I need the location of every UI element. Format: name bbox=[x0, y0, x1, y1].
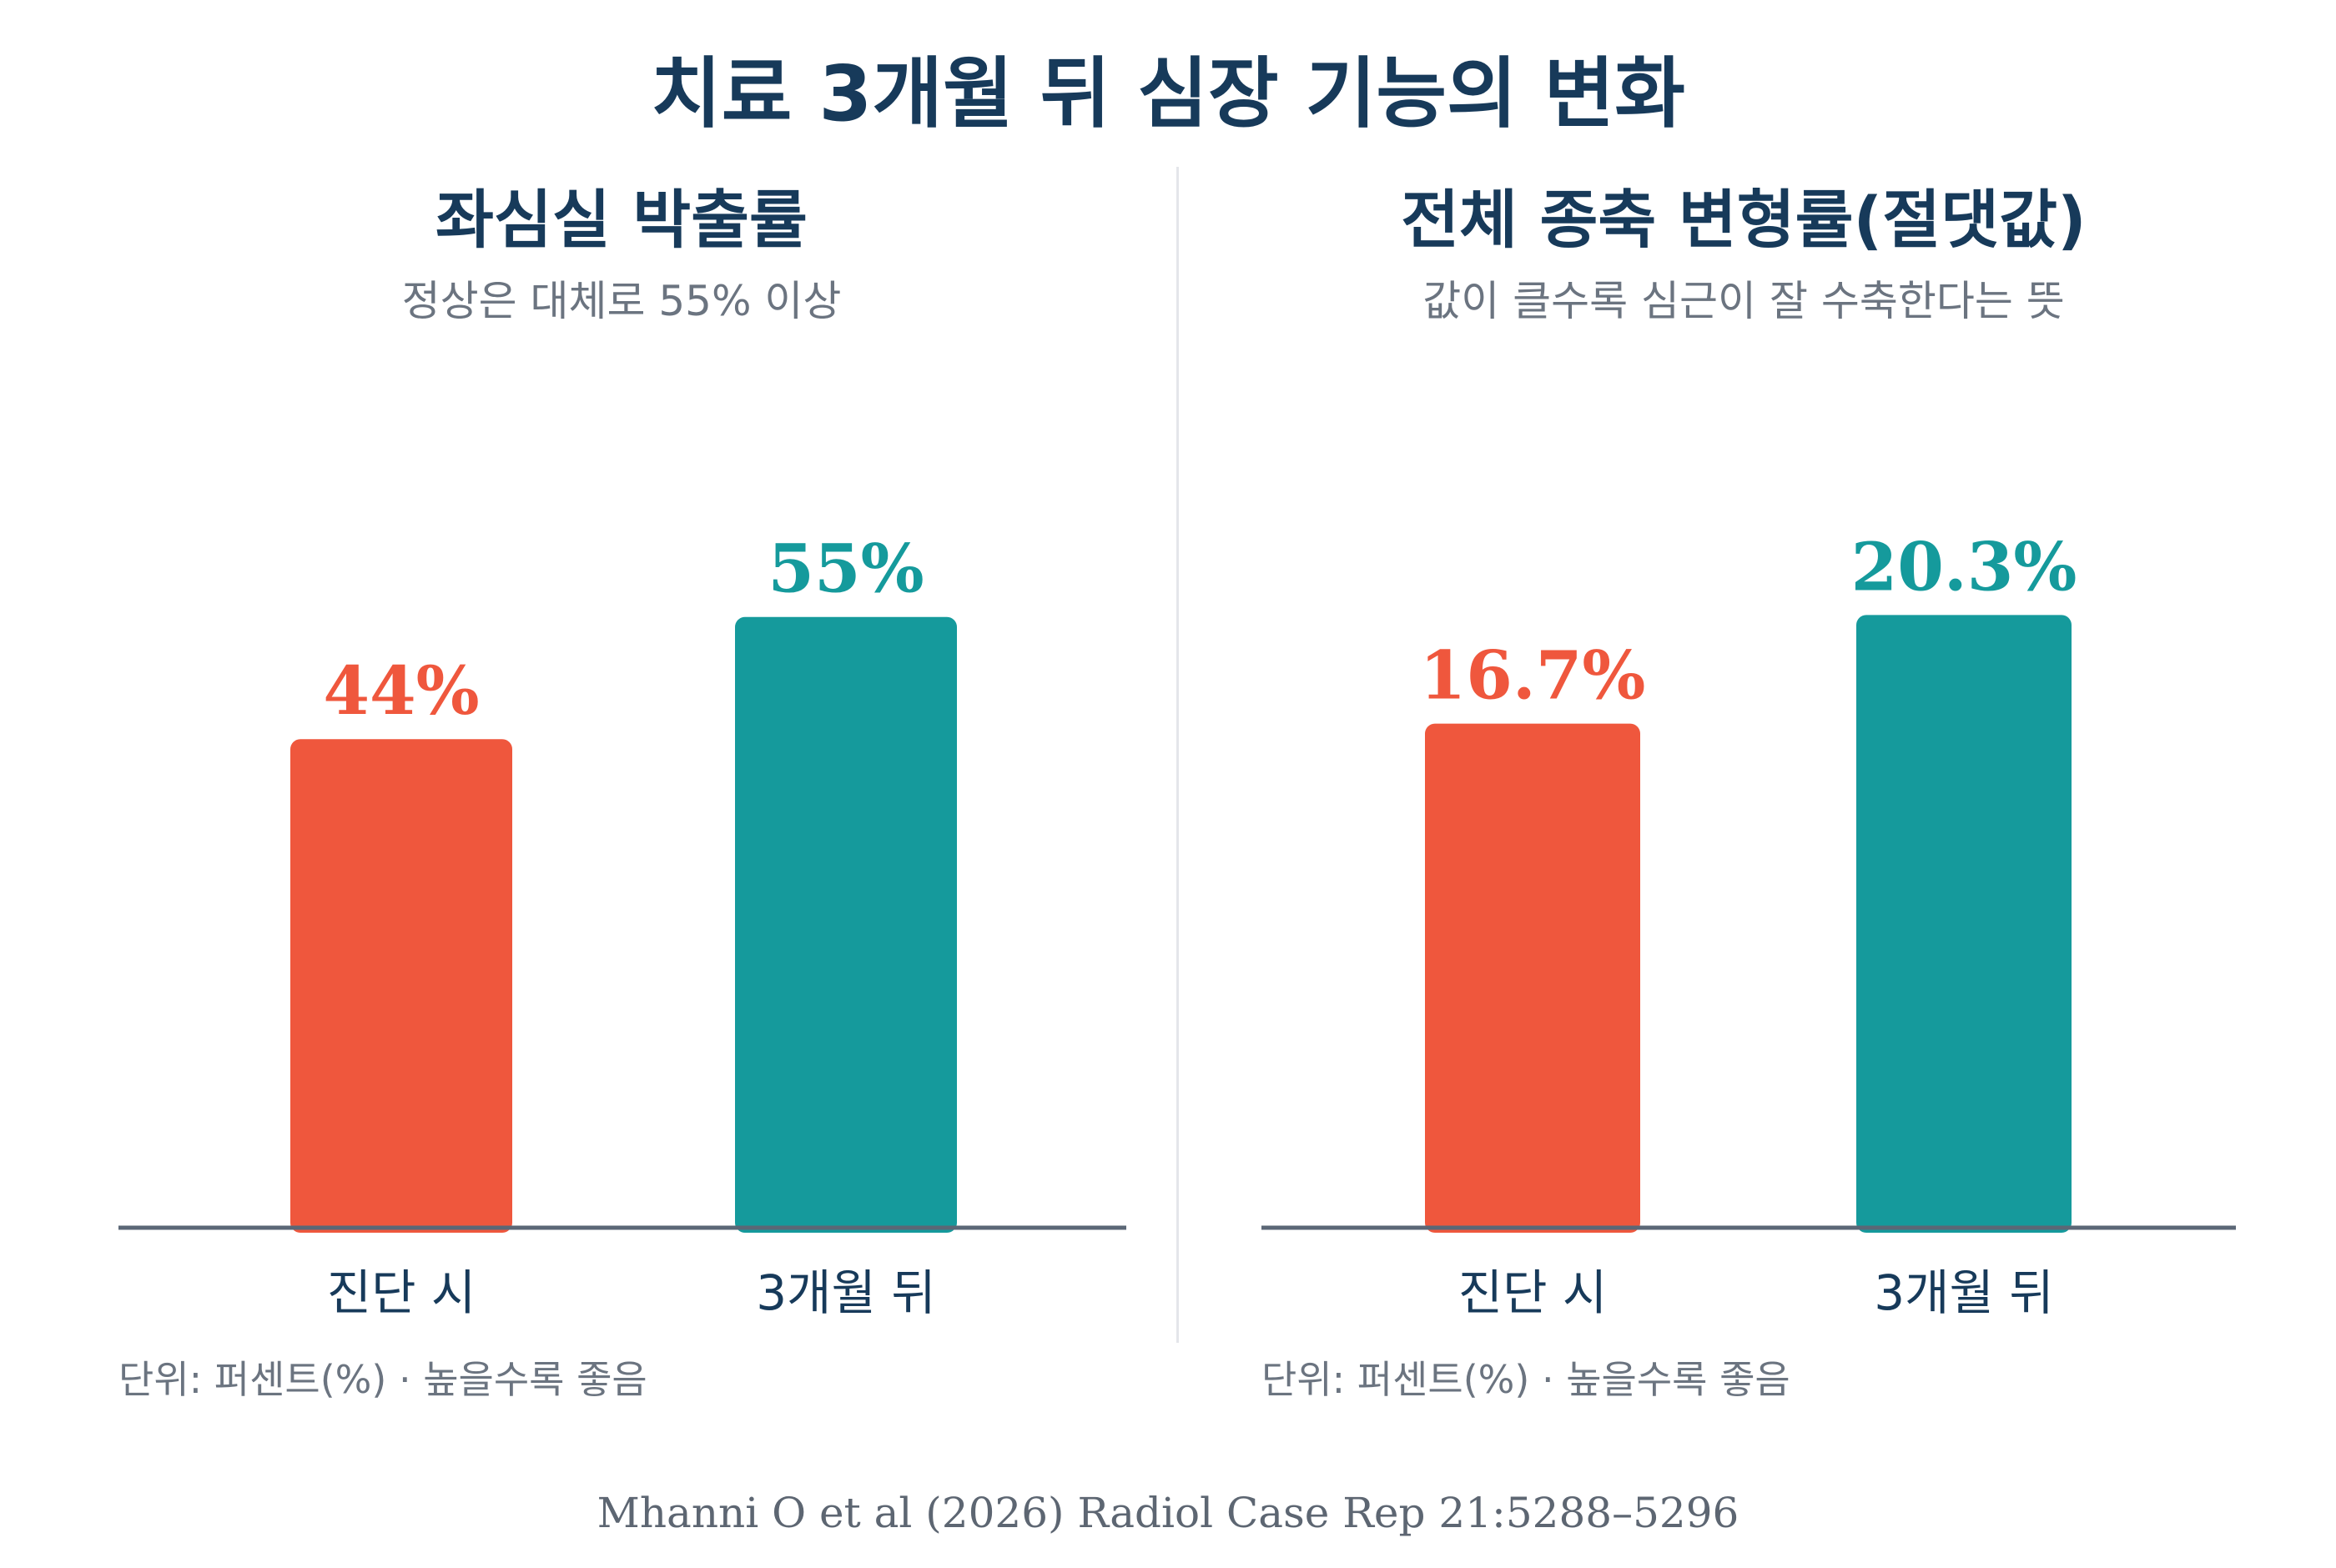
panel-title: 전체 종축 변형률(절댓값) bbox=[1401, 183, 2087, 257]
panel-divider bbox=[1176, 167, 1179, 1343]
x-tick-label: 3개월 뒤 bbox=[756, 1264, 935, 1321]
panel-global-longitudinal-strain: 전체 종축 변형률(절댓값) 값이 클수록 심근이 잘 수축한다는 뜻 16.7% 진… bbox=[1261, 183, 2236, 1402]
bar-before bbox=[290, 739, 512, 1233]
x-tick-label: 진단 시 bbox=[1458, 1264, 1608, 1321]
unit-note: 단위: 퍼센트(%) · 높을수록 좋음 bbox=[1261, 1357, 1790, 1402]
bar-value-label: 16.7% bbox=[1420, 636, 1646, 715]
unit-note: 단위: 퍼센트(%) · 높을수록 좋음 bbox=[118, 1357, 647, 1402]
bar-value-label: 55% bbox=[768, 530, 924, 608]
panel-subtitle: 정상은 대체로 55% 이상 bbox=[402, 277, 842, 325]
bar-after bbox=[1856, 615, 2072, 1233]
bar-value-label: 44% bbox=[323, 651, 479, 730]
panel-title: 좌심실 박출률 bbox=[435, 183, 808, 257]
bar-after bbox=[735, 616, 957, 1233]
bar-before bbox=[1425, 723, 1640, 1233]
panel-subtitle: 값이 클수록 심근이 잘 수축한다는 뜻 bbox=[1422, 277, 2064, 325]
x-tick-label: 진단 시 bbox=[327, 1264, 476, 1321]
chart-title: 치료 3개월 뒤 심장 기능의 변화 bbox=[651, 49, 1685, 138]
bar-value-label: 20.3% bbox=[1851, 527, 2077, 606]
x-tick-label: 3개월 뒤 bbox=[1874, 1264, 2053, 1321]
source-citation: Mhanni O et al (2026) Radiol Case Rep 21… bbox=[597, 1489, 1739, 1537]
